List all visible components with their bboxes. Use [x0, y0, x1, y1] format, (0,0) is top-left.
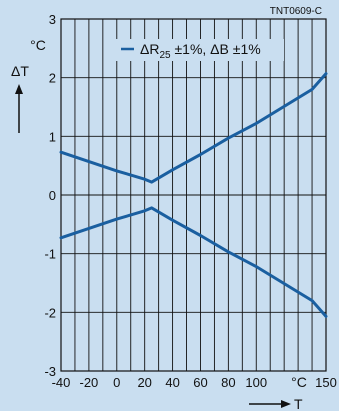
y-axis-label: ΔT [11, 63, 29, 79]
x-tick-label: 20 [137, 375, 151, 390]
x-tick-label: 40 [165, 375, 179, 390]
x-tick-label: 150 [315, 375, 337, 390]
figure-reference-code: TNT0609-C [270, 6, 322, 17]
x-axis-unit: °C [291, 374, 307, 390]
x-tick-label: -20 [79, 375, 98, 390]
x-tick-label: 60 [193, 375, 207, 390]
x-tick-label: 0 [113, 375, 120, 390]
tick-labels: 3 2 1 0 -1 -2 -3-40 -20 0 20 40 60 80 100 150 [44, 12, 336, 390]
y-tick-label: 1 [49, 129, 56, 144]
legend-suffix: ±1%, ΔB ±1% [171, 41, 261, 57]
x-tick-label: 80 [221, 375, 235, 390]
series-group [59, 72, 328, 318]
x-axis-arrow-head [281, 400, 291, 408]
series-line-upper [59, 72, 328, 184]
y-tick-label: 2 [49, 71, 56, 86]
plot-frame [60, 18, 327, 372]
x-axis-label: T [294, 396, 303, 411]
y-tick-label: 3 [49, 12, 56, 27]
y-tick-label: -3 [44, 364, 56, 379]
legend: ΔR25 ±1%, ΔB ±1% [116, 39, 284, 61]
y-tick-label: -1 [44, 247, 56, 262]
legend-subscript: 25 [159, 50, 171, 61]
x-tick-label: -40 [52, 375, 71, 390]
y-tick-label: -2 [44, 305, 56, 320]
series-line-lower [59, 206, 328, 318]
grid [60, 18, 327, 372]
legend-prefix: ΔR [140, 41, 159, 57]
y-axis-arrow-head [15, 84, 23, 94]
x-tick-label: 100 [245, 375, 267, 390]
legend-label: ΔR25 ±1%, ΔB ±1% [140, 41, 261, 61]
legend-background [116, 39, 284, 61]
y-tick-label: 0 [49, 188, 56, 203]
y-axis-unit: °C [30, 37, 46, 53]
